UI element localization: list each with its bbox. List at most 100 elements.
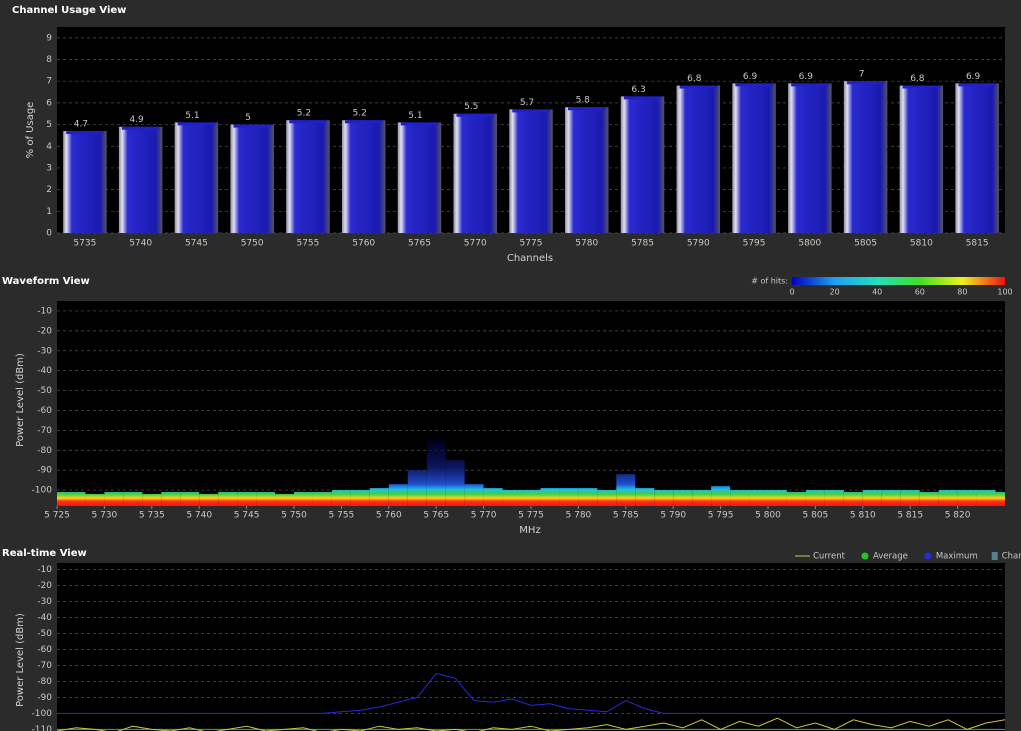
bar [565,107,609,233]
y-tick-label: -60 [37,645,52,655]
heat-column [749,490,768,506]
bar-cap [735,83,773,87]
x-tick-label: 5805 [854,239,877,249]
x-tick-label: 5755 [296,239,319,249]
x-tick-label: 5 735 [139,511,165,521]
heat-column [85,494,105,506]
y-tick-label: -100 [32,486,53,496]
x-tick-label: 5 810 [850,511,876,521]
colorbar-tick: 80 [957,288,967,297]
heat-column [426,440,446,506]
heat-column [881,490,901,506]
y-tick-label: -20 [37,581,52,591]
bar-cap [177,122,216,126]
colorbar-tick: 40 [872,288,882,297]
plot-area [57,563,1005,731]
bar-cap [289,120,327,124]
y-tick-label: 1 [46,207,52,217]
colorbar-label: # of hits: [751,277,788,286]
bar-cap [791,83,829,87]
bar-cap [846,81,885,85]
heat-column [521,490,541,506]
value-label: 5.5 [464,102,478,112]
x-tick-label: 5785 [631,239,654,249]
value-label: 5.2 [353,109,367,119]
x-tick-label: 5 760 [376,511,402,521]
heat-column [502,490,522,506]
heat-column [768,490,787,506]
value-label: 6.8 [687,74,702,84]
y-tick-label: -40 [37,613,52,623]
heat-column [995,492,1005,506]
bar [843,81,888,233]
x-tick-label: 5760 [352,239,375,249]
heat-column [161,492,181,506]
value-label: 6.9 [966,72,981,82]
value-label: 4.9 [129,115,144,125]
y-tick-label: -100 [32,709,53,719]
bar-cap [679,85,718,89]
heat-column [578,488,598,506]
x-tick-label: 5 755 [329,511,355,521]
legend-swatch [991,552,998,560]
x-tick-label: 5 820 [945,511,971,521]
heat-column [976,490,996,506]
legend-swatch [924,552,932,560]
bar [230,124,274,233]
heat-column [331,490,351,506]
heat-column [237,492,257,506]
x-tick-label: 5 795 [708,511,734,521]
heat-column [388,484,408,506]
x-tick-label: 5 800 [755,511,781,521]
x-tick-label: 5800 [798,239,821,249]
legend-label: Maximum [936,552,978,562]
y-tick-label: 4 [46,142,52,152]
y-tick-label: -70 [37,661,52,671]
heat-column [104,492,124,506]
x-tick-label: 5 815 [897,511,923,521]
heat-column [464,484,484,506]
bar [509,109,553,233]
x-tick-label: 5770 [464,239,487,249]
heat-column [862,490,882,506]
bar [174,122,219,233]
y-tick-label: -10 [37,306,52,316]
heat-column [256,492,276,506]
bar [899,85,944,234]
bar-cap [902,85,941,89]
heat-column [57,492,67,506]
y-tick-label: 7 [46,77,52,87]
colorbar-tick: 0 [789,288,794,297]
bar [118,126,163,233]
heat-column [369,488,389,506]
x-tick-label: 5750 [241,239,264,249]
bar-cap [400,122,439,126]
y-tick-label: -80 [37,446,52,456]
lines [57,672,1005,731]
series-line [57,672,1005,714]
bar-cap [456,113,494,117]
y-axis-label: % of Usage [25,102,36,159]
legend-label: Current [813,552,846,562]
x-tick-label: 5 730 [92,511,118,521]
y-tick-label: -10 [37,565,52,575]
y-tick-label: -70 [37,426,52,436]
heat-column [938,490,958,506]
bar [286,120,330,233]
bar [676,85,721,234]
heat-column [66,492,86,506]
y-tick-label: 9 [46,33,52,43]
y-tick-label: 8 [46,55,52,65]
x-tick-label: 5775 [520,239,543,249]
heat-column [407,470,427,506]
y-tick-label: -90 [37,693,52,703]
legend-label: Channels [1002,552,1021,562]
y-tick-label: -110 [32,725,53,731]
y-tick-label: -30 [37,346,52,356]
heat-column [654,490,674,506]
x-tick-label: 5810 [910,239,933,249]
x-axis-label: Channels [507,253,553,264]
heat-column [597,490,617,506]
bar-cap [512,109,550,113]
x-tick-label: 5 770 [471,511,497,521]
